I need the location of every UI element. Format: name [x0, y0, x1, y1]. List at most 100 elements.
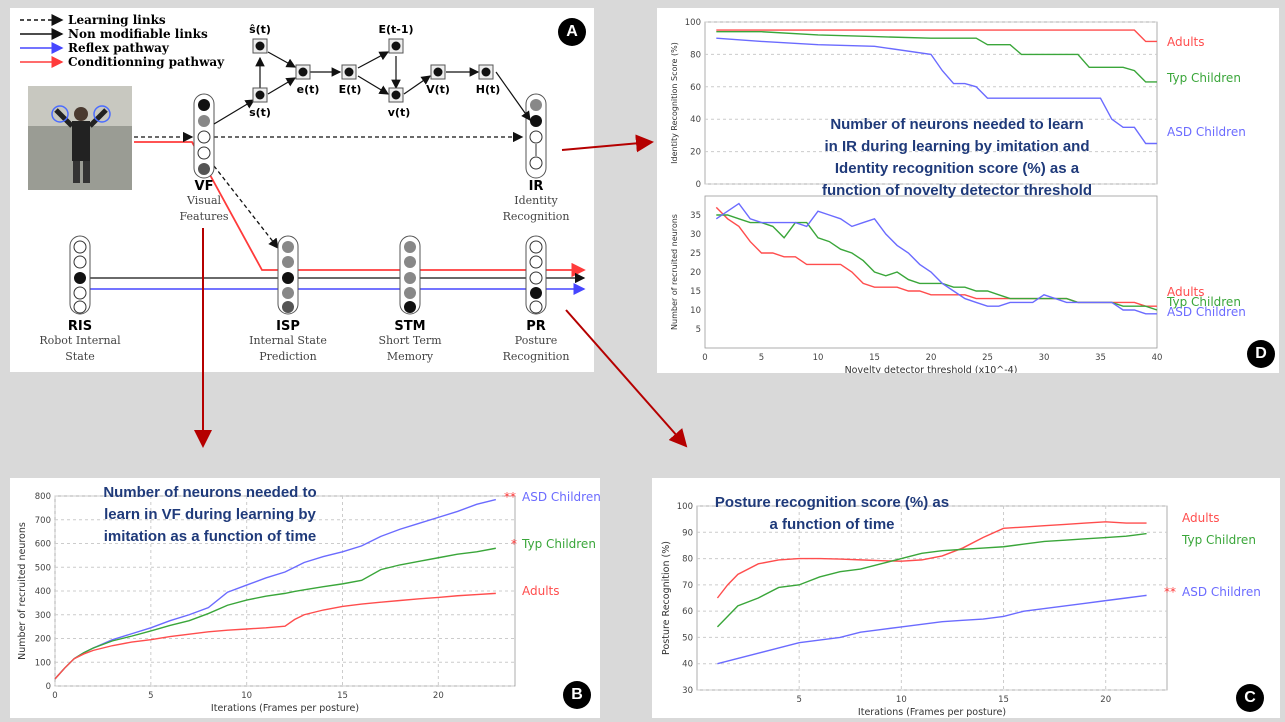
y-tick-label: 0	[46, 682, 51, 692]
y-tick-label: 80	[690, 50, 701, 60]
camera-image	[28, 86, 132, 190]
legend-label-typ-children: Typ Children	[1166, 295, 1241, 309]
y-axis-label: Identity Recognition Score (%)	[670, 42, 679, 164]
pr-group: PR Posture Recognition	[503, 235, 570, 363]
series-line-typ-children	[716, 532, 1147, 628]
vf-abbr: VF	[195, 179, 214, 194]
panel-d: 0 20 40 60 80 100 Identity Recognition Score (…	[657, 8, 1279, 373]
legend-conditioning-pathway: Conditionning pathway	[68, 55, 225, 69]
y-axis-label: Number of recruited neurons	[670, 214, 679, 330]
isp-abbr: ISP	[276, 319, 300, 334]
plot-frame	[704, 195, 1158, 349]
panel-b: 0 100 200 300 400 500 600 700 800 0 5 10 15 20 Iterati…	[10, 478, 600, 718]
series-line-typ-children	[54, 547, 496, 680]
plot-frame	[704, 21, 1158, 185]
series-line-adults	[54, 592, 496, 680]
x-tick-label: 5	[759, 353, 764, 363]
panel-b-title-line: imitation as a function of time	[103, 528, 317, 545]
y-tick-label: 100	[35, 658, 51, 668]
pr-name-line2: Recognition	[503, 350, 570, 363]
stm-abbr: STM	[394, 319, 425, 334]
y-tick-label: 100	[677, 502, 693, 512]
significance-star: **	[1164, 585, 1176, 599]
x-tick-label: 15	[869, 353, 880, 363]
legend-label-asd-children: ASD Children	[1167, 305, 1246, 319]
y-tick-label: 60	[690, 83, 701, 93]
neuron-nodes: ŝ(t) s(t) e(t) E(t) E(t-1) v(t) V(t) H(t…	[249, 23, 500, 119]
x-tick-label: 15	[998, 695, 1009, 705]
node-v: v(t)	[388, 106, 410, 119]
panel-d-title-line: in IR during learning by imitation and	[824, 138, 1090, 155]
y-tick-label: 200	[35, 635, 51, 645]
legend-label-adults: Adults	[522, 584, 560, 598]
legend-label-asd-children: ASD Children	[1182, 585, 1261, 599]
y-tick-label: 60	[682, 607, 693, 617]
panel-c-title: Posture recognition score (%) as a funct…	[692, 492, 972, 536]
vf-name-line2: Features	[179, 210, 228, 223]
y-tick-label: 40	[682, 660, 693, 670]
y-tick-label: 400	[35, 587, 51, 597]
ris-group: RIS Robot Internal State	[39, 235, 121, 363]
x-tick-label: 15	[337, 691, 348, 701]
panel-d-badge: D	[1247, 340, 1275, 368]
node-s: s(t)	[249, 106, 271, 119]
vf-group: VF Visual Features	[179, 93, 229, 223]
y-tick-label: 500	[35, 563, 51, 573]
node-V: V(t)	[426, 83, 450, 96]
legend-label-asd-children: ASD Children	[522, 490, 600, 504]
x-tick-label: 5	[796, 695, 801, 705]
chart-c: 30 40 50 60 70 80 90 100 5 10 15 20 Iterations (Fram…	[661, 502, 1261, 718]
y-tick-label: 90	[682, 528, 693, 538]
x-tick-label: 10	[241, 691, 252, 701]
legend-label-typ-children: Typ Children	[1181, 533, 1256, 547]
significance-star: **	[504, 490, 516, 504]
node-E: E(t)	[339, 83, 362, 96]
isp-name-line2: Prediction	[259, 350, 317, 363]
ir-abbr: IR	[529, 179, 544, 194]
ris-name-line2: State	[65, 350, 94, 363]
series-line-typ-children	[716, 214, 1158, 311]
y-tick-label: 35	[690, 211, 701, 221]
series-line-adults	[716, 521, 1147, 599]
neuron-chain	[213, 51, 531, 125]
y-tick-label: 25	[690, 249, 701, 259]
series-line-adults	[716, 29, 1157, 43]
panel-d-title-line: function of novelty detector threshold	[821, 182, 1092, 199]
legend-learning-links: Learning links	[68, 13, 166, 27]
y-tick-label: 0	[696, 180, 701, 190]
x-tick-label: 40	[1152, 353, 1163, 363]
node-e: e(t)	[297, 83, 320, 96]
panel-c-badge: C	[1236, 684, 1264, 712]
panel-a: Learning links Non modifiable links Refl…	[10, 8, 594, 372]
x-tick-label: 35	[1095, 353, 1106, 363]
ris-name-line1: Robot Internal	[39, 334, 121, 347]
ir-name-line2: Recognition	[503, 210, 570, 223]
y-tick-label: 70	[682, 581, 693, 591]
series-line-typ-children	[716, 31, 1157, 83]
y-tick-label: 50	[682, 633, 693, 643]
x-axis-label: Novelty detector threshold (x10^-4)	[845, 365, 1018, 373]
y-tick-label: 700	[35, 516, 51, 526]
panel-c: 30 40 50 60 70 80 90 100 5 10 15 20 Iterations (Fram…	[652, 478, 1280, 718]
vf-name-line1: Visual	[186, 194, 222, 207]
y-tick-label: 800	[35, 492, 51, 502]
y-tick-label: 20	[690, 268, 701, 278]
isp-group: ISP Internal State Prediction	[249, 235, 327, 363]
y-tick-label: 20	[690, 148, 701, 158]
x-tick-label: 25	[982, 353, 993, 363]
node-s-hat: ŝ(t)	[249, 23, 271, 36]
y-tick-label: 600	[35, 540, 51, 550]
legend-label-asd-children: ASD Children	[1167, 125, 1246, 139]
x-axis-label: Iterations (Frames per posture)	[858, 707, 1006, 718]
y-axis-label: Number of recruited neurons	[17, 522, 28, 660]
y-tick-label: 40	[690, 115, 701, 125]
panel-b-title: Number of neurons needed to learn in VF …	[70, 482, 350, 548]
node-E-prev: E(t-1)	[378, 23, 413, 36]
y-tick-label: 5	[696, 325, 701, 335]
x-axis-label: Iterations (Frames per posture)	[211, 703, 359, 714]
series-line-asd-children	[715, 202, 1157, 315]
y-tick-label: 10	[690, 306, 701, 316]
series-line-asd-children	[717, 594, 1147, 665]
